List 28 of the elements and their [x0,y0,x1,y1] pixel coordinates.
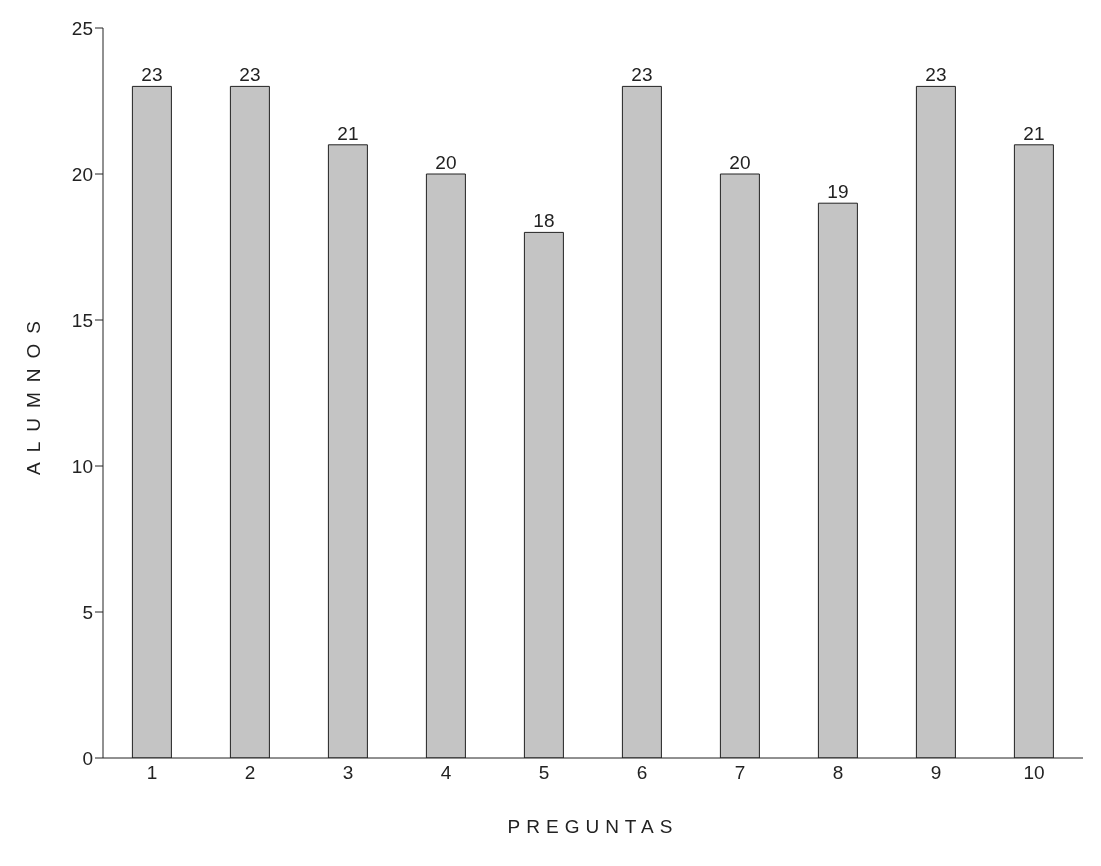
y-tick-label: 25 [71,17,93,39]
x-tick-label: 9 [930,762,942,784]
data-label: 23 [141,64,163,86]
data-label: 19 [827,181,849,203]
data-label: 21 [1023,122,1045,144]
y-tick-label: 15 [71,309,93,331]
data-label: 23 [239,64,261,86]
x-tick-label: 4 [440,762,452,784]
y-tick-label: 5 [82,601,93,623]
x-tick-label: 3 [342,762,354,784]
x-tick-label: 8 [832,762,844,784]
y-axis-title: ALUMNOS [22,311,44,475]
data-label: 20 [435,152,457,173]
data-label: 21 [337,122,359,144]
data-label: 20 [729,152,751,173]
x-axis-title: PREGUNTAS [507,816,679,837]
data-label: 18 [533,210,555,232]
x-tick-label: 6 [636,762,648,784]
x-tick-label: 2 [244,762,256,784]
y-tick-label: 0 [82,747,93,769]
data-label: 23 [631,64,653,86]
data-label: 23 [925,64,947,86]
y-tick-label: 10 [71,455,93,477]
x-tick-label: 7 [734,762,746,784]
y-tick-label: 20 [71,163,93,185]
x-tick-label: 1 [146,762,158,784]
x-tick-label: 10 [1023,762,1045,784]
x-tick-label: 5 [538,762,550,784]
